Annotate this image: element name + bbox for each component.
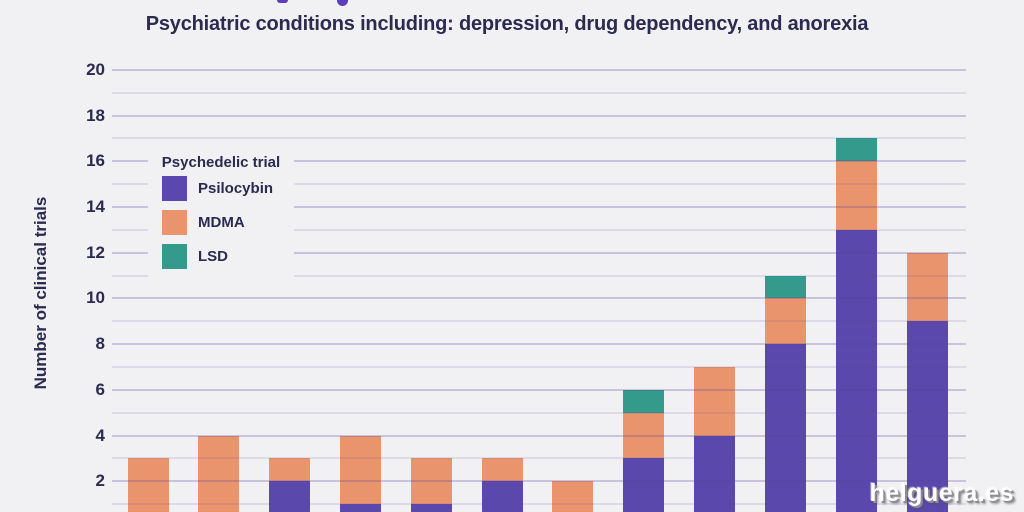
legend-label: LSD [198, 247, 228, 265]
gridline [112, 206, 966, 208]
bar-segment-psilocybin [623, 458, 665, 512]
legend-item-mdma: MDMA [162, 205, 294, 239]
gridline [112, 388, 966, 391]
legend-title: Psychedelic trial [161, 154, 281, 171]
y-tick-label: 4 [95, 425, 105, 445]
stacked-bar [694, 367, 736, 512]
bar-segment-psilocybin [410, 504, 452, 512]
chart-subtitle: Psychiatric conditions including: depres… [145, 13, 869, 35]
bar-segment-mdma [906, 252, 948, 322]
stacked-bar [410, 458, 452, 512]
legend: Psychedelic trial Psilocybin MDMA LSD [148, 146, 294, 289]
psilocybin-swatch-icon [162, 175, 187, 201]
bar-segment-mdma [835, 161, 877, 230]
gridline [112, 434, 966, 437]
stacked-bar [623, 389, 665, 512]
y-tick-label: 12 [86, 242, 105, 262]
bar-segment-mdma [269, 458, 311, 482]
stacked-bar [127, 458, 169, 512]
gridline [112, 228, 966, 231]
gridline [112, 91, 966, 94]
stacked-bar [764, 275, 806, 512]
stacked-bar [198, 435, 240, 512]
bar-segment-psilocybin [481, 481, 523, 512]
gridline [112, 457, 966, 460]
gridline [112, 343, 966, 346]
bar-segment-lsd [623, 389, 665, 413]
bar-segment-mdma [410, 458, 452, 505]
cropped-title-fragment [277, 0, 288, 3]
y-tick-label: 16 [86, 151, 105, 171]
y-tick-label: 2 [95, 471, 105, 491]
gridline [112, 503, 966, 506]
gridline [112, 183, 966, 186]
stacked-bar [481, 458, 523, 512]
bar-segment-mdma [340, 435, 381, 505]
bar-segment-lsd [835, 138, 877, 162]
stacked-bar [340, 435, 381, 512]
y-tick-label: 18 [86, 105, 105, 125]
bar-segment-mdma [764, 298, 806, 345]
bar-segment-psilocybin [906, 321, 948, 512]
gridline [112, 274, 966, 277]
legend-label: Psilocybin [198, 179, 274, 197]
gridline [112, 366, 966, 368]
bar-segment-mdma [623, 412, 665, 459]
lsd-swatch-icon [162, 243, 187, 269]
bar-segment-psilocybin [340, 504, 381, 512]
gridline [112, 160, 966, 163]
stacked-bar [269, 458, 311, 512]
y-tick-label: 14 [86, 197, 105, 216]
bar-segment-mdma [198, 435, 240, 512]
stacked-bar [835, 138, 877, 512]
bar-segment-mdma [694, 367, 736, 436]
bar-segment-mdma [127, 458, 169, 512]
gridline [112, 297, 966, 300]
y-tick-label: 6 [95, 379, 105, 399]
gridline [112, 114, 966, 117]
mdma-swatch-icon [162, 209, 187, 235]
bar-segment-lsd [764, 275, 806, 299]
bar-segment-psilocybin [835, 229, 877, 512]
legend-item-lsd: LSD [162, 239, 294, 273]
stacked-bar [552, 481, 594, 512]
y-tick-label: 20 [86, 59, 105, 79]
gridline [112, 411, 966, 414]
stacked-bar [906, 252, 948, 512]
y-tick-label: 8 [95, 334, 105, 354]
bar-segment-psilocybin [694, 435, 736, 512]
legend-item-psilocybin: Psilocybin [162, 171, 294, 205]
gridline [112, 480, 966, 483]
gridline [112, 137, 966, 140]
gridline [112, 251, 966, 254]
legend-label: MDMA [198, 213, 245, 231]
gridline [112, 320, 966, 323]
watermark: helguera.es [869, 479, 1014, 507]
bar-segment-psilocybin [764, 344, 806, 512]
bar-segment-mdma [552, 481, 594, 512]
cropped-title-fragment [337, 0, 348, 6]
y-tick-label: 10 [86, 288, 105, 308]
bar-segment-mdma [481, 458, 523, 482]
gridline [112, 68, 966, 71]
bar-segment-psilocybin [269, 481, 311, 512]
